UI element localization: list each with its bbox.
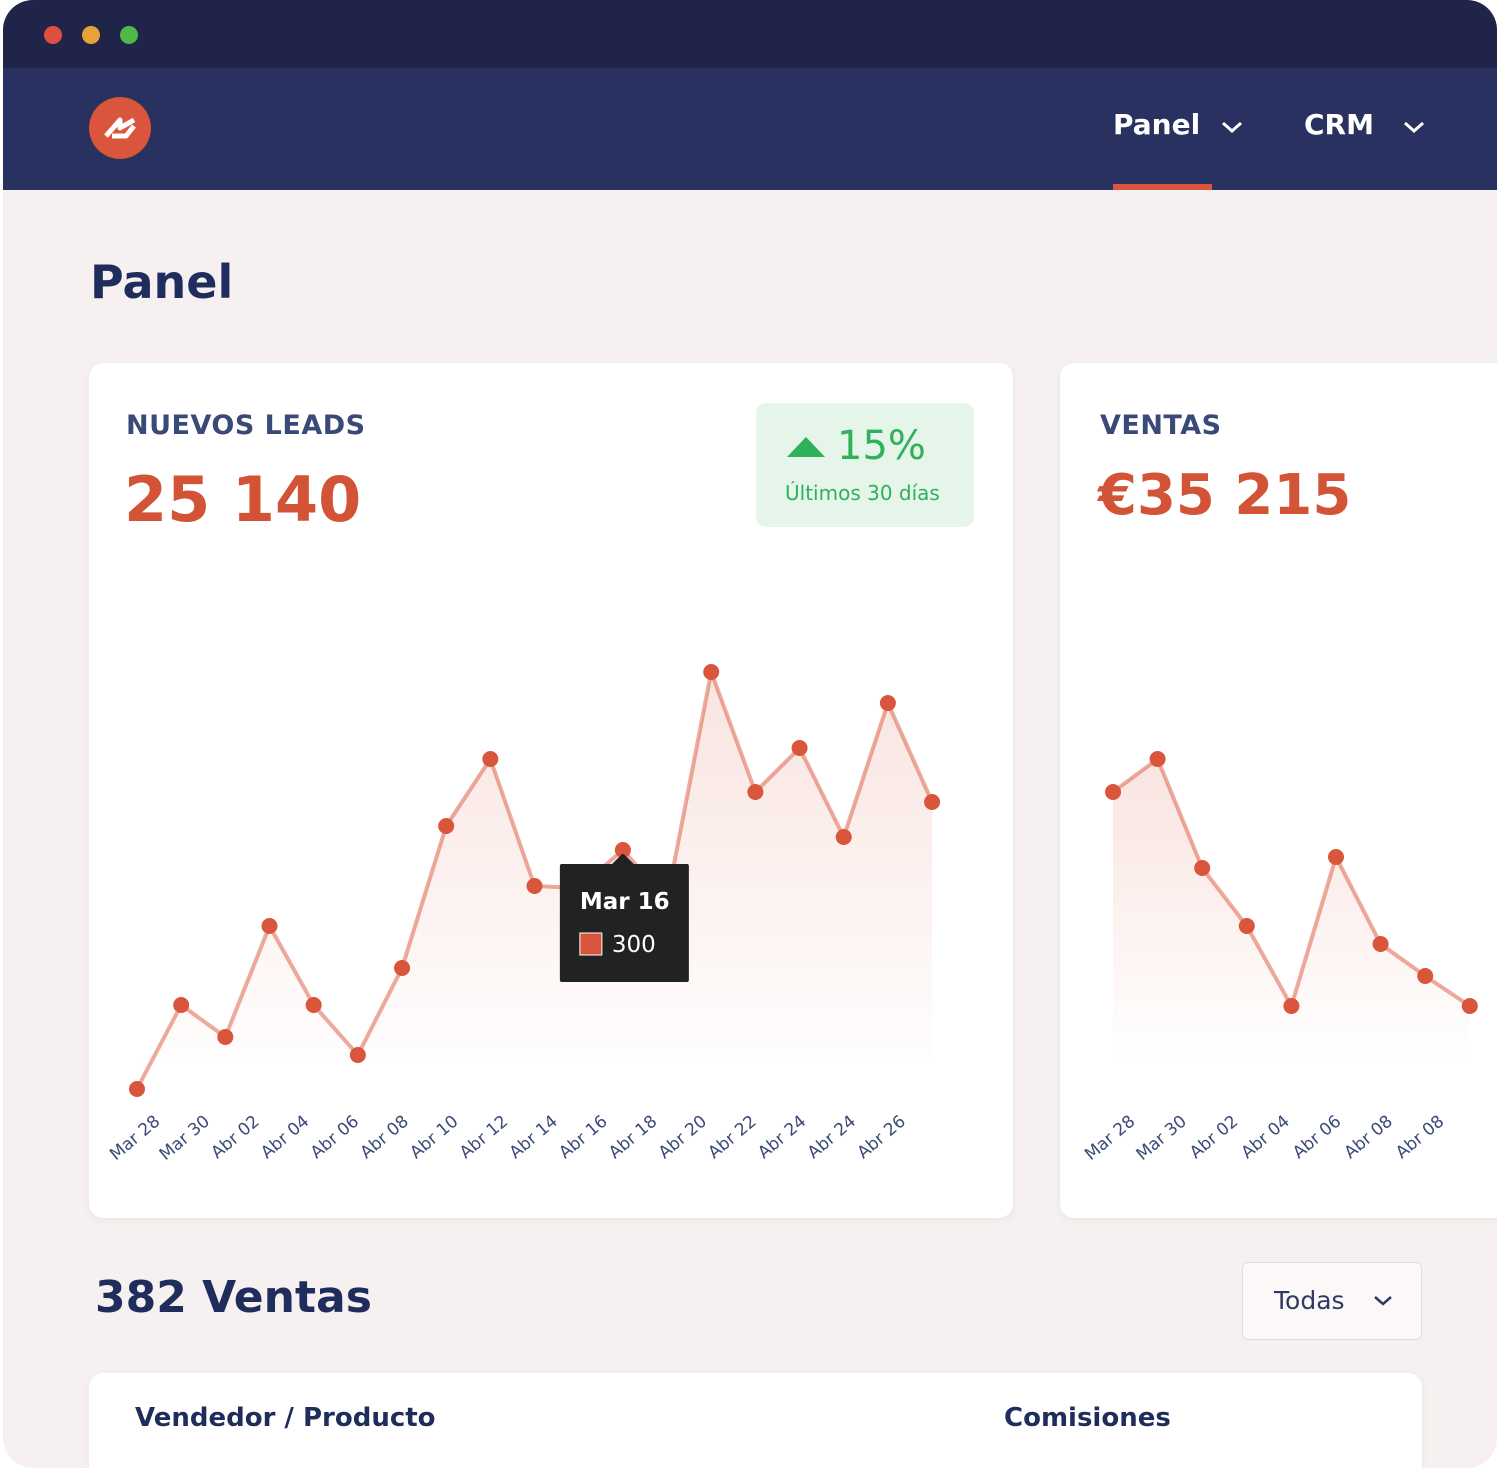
x-tick-label: Mar 30	[1133, 1112, 1191, 1165]
window: Panel CRM Panel NUEVOS LEADS 25 140 15% …	[3, 0, 1497, 1468]
change-value: 15%	[837, 423, 926, 469]
x-tick-label: Abr 02	[1186, 1112, 1242, 1164]
active-indicator	[1113, 184, 1212, 190]
kpi-card: NUEVOS LEADS 25 140 15% Últimos 30 días …	[89, 363, 1013, 1218]
x-tick-label: Abr 26	[854, 1112, 910, 1164]
point	[217, 1029, 234, 1045]
x-tick-label: Abr 12	[456, 1112, 512, 1164]
x-tick-label: Abr 14	[506, 1112, 562, 1164]
point	[835, 829, 852, 845]
x-tick-label: Abr 06	[307, 1112, 363, 1164]
section-title: 382 Ventas	[95, 1272, 372, 1323]
x-tick-label: Abr 20	[655, 1112, 711, 1164]
column-header: Vendedor / Producto	[135, 1403, 436, 1433]
point	[1149, 751, 1166, 767]
change-period: Últimos 30 días	[785, 481, 940, 505]
chevron	[1404, 121, 1424, 134]
page-title: Panel	[90, 255, 234, 309]
point	[924, 794, 941, 810]
kpi-card: VENTAS €35 215 Mar 28 Mar 30 Abr 02 Abr 04 A…	[1060, 363, 1497, 1218]
x-tick-label: Abr 08	[1392, 1112, 1448, 1164]
x-tick-label: Abr 24	[754, 1112, 810, 1164]
point	[173, 997, 190, 1013]
point	[791, 740, 808, 756]
nav-item[interactable]: Panel	[1113, 108, 1201, 141]
nav-bar: Panel CRM	[3, 68, 1497, 190]
tooltip-value: 300	[612, 932, 656, 958]
x-tick-label: Abr 16	[555, 1112, 611, 1164]
area	[137, 672, 933, 1089]
x-tick-label: Abr 18	[605, 1112, 661, 1164]
x-tick-label: Abr 10	[406, 1112, 462, 1164]
kpi-value: 25 140	[124, 463, 362, 536]
point	[1417, 968, 1434, 984]
change-badge: 15% Últimos 30 días	[756, 403, 974, 527]
x-tick-label: Abr 06	[1289, 1112, 1345, 1164]
point	[1461, 998, 1478, 1014]
point	[614, 842, 631, 858]
area	[1113, 759, 1470, 1063]
table-header: Vendedor / Producto Comisiones	[89, 1373, 1422, 1468]
point	[703, 664, 720, 680]
point	[747, 784, 764, 800]
x-tick-label: Mar 28	[1081, 1112, 1139, 1165]
kpi-label: NUEVOS LEADS	[126, 410, 366, 441]
x-tick-label: Abr 22	[705, 1112, 761, 1164]
point	[1372, 936, 1389, 952]
x-tick-label: Abr 04	[1238, 1112, 1294, 1164]
point	[526, 878, 543, 894]
close-button[interactable]	[44, 26, 62, 44]
chevron	[1222, 121, 1242, 134]
point	[1194, 860, 1211, 876]
x-tick-label: Abr 08	[357, 1112, 413, 1164]
filter-dropdown[interactable]: Todas	[1242, 1262, 1422, 1340]
x-tick-label: Mar 28	[106, 1112, 164, 1165]
point	[1238, 918, 1255, 934]
x-tick-label: Abr 04	[257, 1112, 313, 1164]
chevron	[1374, 1296, 1392, 1306]
point	[394, 960, 411, 976]
tooltip	[559, 854, 689, 982]
point	[879, 695, 896, 711]
tooltip-title: Mar 16	[580, 889, 670, 915]
point	[482, 751, 499, 767]
x-tick-label: Abr 08	[1341, 1112, 1397, 1164]
tooltip-swatch	[579, 932, 603, 956]
logo[interactable]	[88, 96, 152, 160]
nav-item[interactable]: CRM	[1304, 108, 1374, 141]
point	[305, 997, 322, 1013]
point	[438, 818, 455, 834]
point	[261, 918, 278, 934]
title-bar	[3, 0, 1497, 68]
point	[1283, 998, 1300, 1014]
maximize-button[interactable]	[120, 26, 138, 44]
x-tick-label: Mar 30	[156, 1112, 214, 1165]
point	[349, 1047, 366, 1063]
point	[1105, 784, 1121, 800]
point	[129, 1081, 145, 1097]
minimize-button[interactable]	[82, 26, 100, 44]
x-tick-label: Abr 02	[208, 1112, 264, 1164]
filter-value: Todas	[1274, 1286, 1345, 1315]
x-tick-label: Abr 24	[804, 1112, 860, 1164]
up-arrow	[787, 437, 825, 457]
kpi-value: €35 215	[1098, 463, 1352, 528]
point	[1328, 849, 1344, 865]
column-header: Comisiones	[1004, 1403, 1171, 1433]
kpi-label: VENTAS	[1100, 410, 1222, 441]
